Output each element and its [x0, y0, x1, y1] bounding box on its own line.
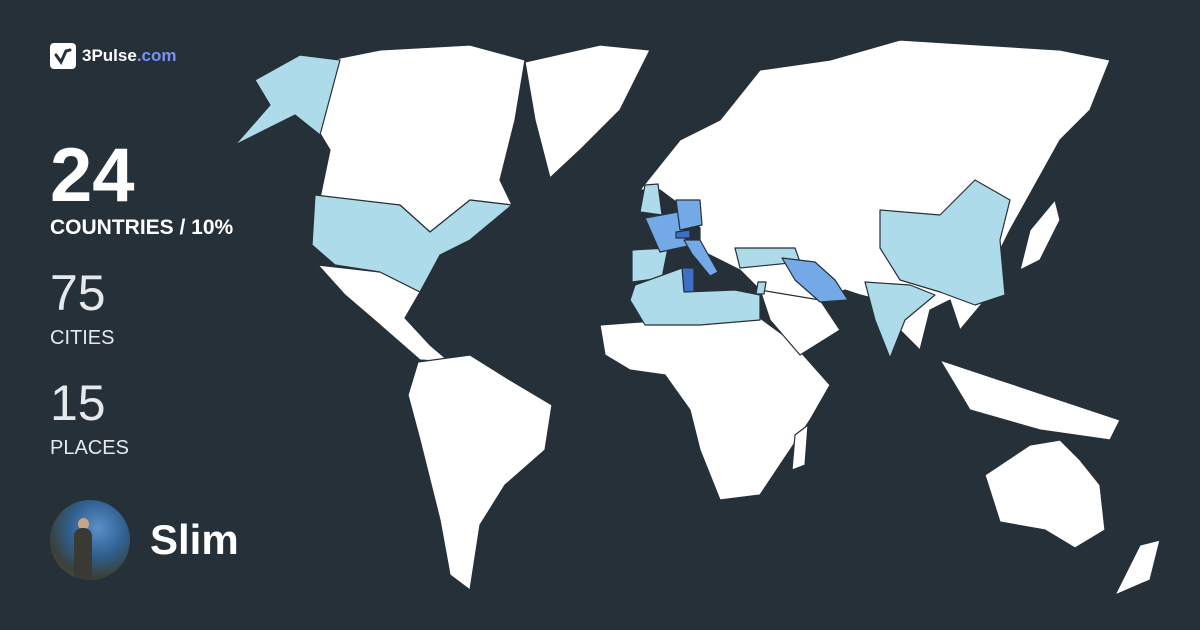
pulse-check-icon [50, 43, 76, 69]
italy[interactable] [683, 239, 719, 277]
se-asia-islands[interactable] [939, 359, 1121, 441]
iran[interactable] [781, 257, 849, 303]
japan[interactable] [1019, 199, 1061, 271]
user-profile[interactable]: Slim [50, 500, 239, 580]
countries-count: 24 [50, 133, 135, 218]
south-america[interactable] [407, 354, 553, 591]
germany[interactable] [675, 199, 703, 231]
user-name: Slim [150, 516, 239, 563]
jordan[interactable] [755, 281, 767, 295]
brand-logo[interactable]: 3Pulse.com [50, 43, 177, 69]
australia[interactable] [984, 439, 1106, 549]
greenland[interactable] [524, 44, 651, 179]
places-label: PLACES [50, 437, 129, 459]
china[interactable] [879, 179, 1011, 306]
usa[interactable] [311, 194, 513, 293]
india[interactable] [864, 281, 936, 359]
brand-name: 3Pulse.com [82, 46, 177, 65]
alaska[interactable] [234, 54, 341, 146]
avatar[interactable] [50, 500, 130, 580]
arabia[interactable] [759, 289, 841, 356]
madagascar[interactable] [791, 424, 809, 471]
mexico-central-america[interactable] [317, 264, 451, 363]
cities-count: 75 [50, 265, 106, 321]
visited-countries [234, 54, 1011, 359]
cities-label: CITIES [50, 327, 115, 349]
places-count: 15 [50, 375, 106, 431]
north-africa[interactable] [629, 267, 761, 326]
switzerland[interactable] [675, 229, 691, 239]
countries-label: COUNTRIES / 10% [50, 216, 234, 239]
africa[interactable] [599, 317, 831, 501]
new-zealand[interactable] [1114, 539, 1161, 596]
